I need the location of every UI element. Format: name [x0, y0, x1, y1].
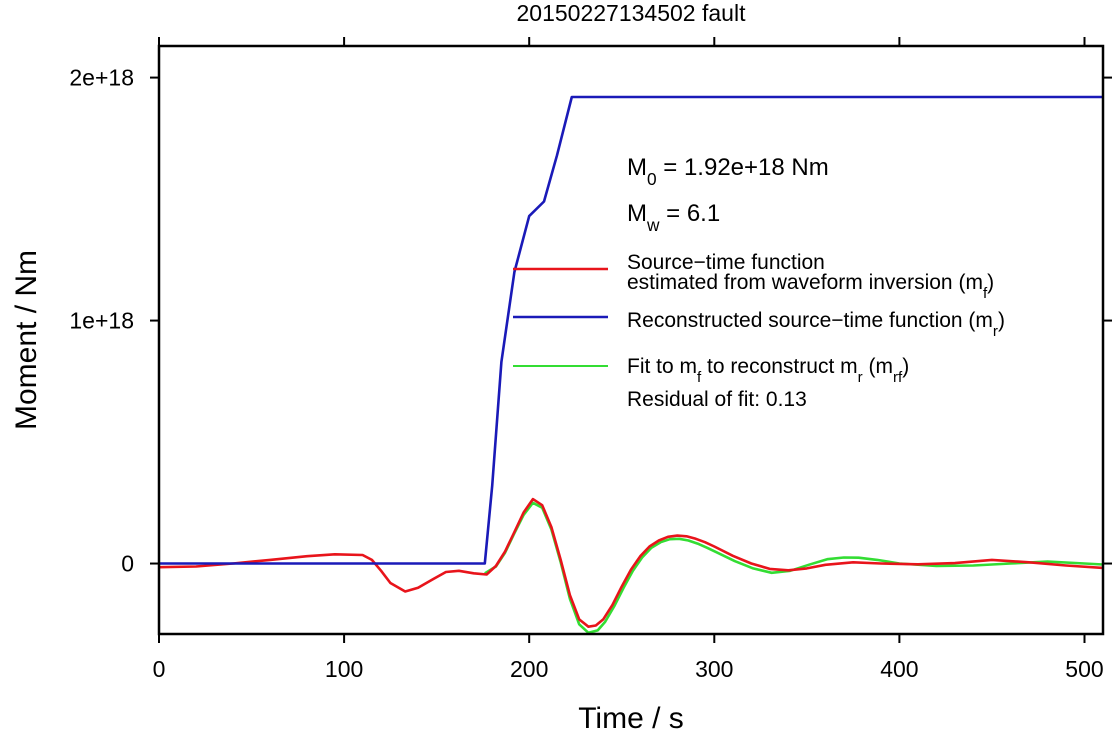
legend-label-mf: Source−time function: [627, 251, 825, 274]
x-tick-label: 200: [510, 656, 548, 682]
legend-label-mrf: Fit to mf to reconstruct mr (mrf): [627, 355, 909, 386]
plot-frame: [157, 44, 1105, 636]
y-tick-label: 1e+18: [69, 308, 134, 334]
series-line-mf: [159, 497, 1103, 629]
x-tick-label: 300: [695, 656, 733, 682]
moment-annotation: M0 = 1.92e+18 Nm: [627, 154, 829, 189]
x-tick-label: 0: [153, 656, 166, 682]
x-tick-label: 100: [325, 656, 363, 682]
legend-label-mr: Reconstructed source−time function (mr): [627, 309, 1005, 340]
residual-annotation: Residual of fit: 0.13: [627, 388, 807, 411]
series-line-mr: [159, 95, 1103, 565]
x-tick-label: 400: [880, 656, 918, 682]
x-axis-title: Time / s: [578, 702, 684, 735]
legend-label-mf-line2: estimated from waveform inversion (mf): [627, 271, 994, 302]
x-tick-label: 500: [1065, 656, 1103, 682]
y-tick-label: 0: [121, 551, 134, 577]
magnitude-annotation: Mw = 6.1: [627, 200, 720, 235]
y-axis-title: Moment / Nm: [10, 250, 43, 430]
chart-title: 20150227134502 fault: [517, 0, 747, 26]
y-tick-label: 2e+18: [69, 65, 134, 91]
